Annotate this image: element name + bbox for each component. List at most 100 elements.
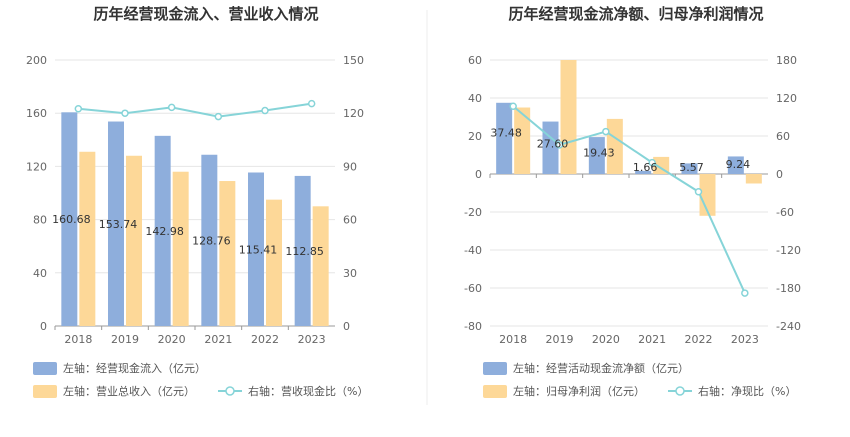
- bar-primary: [635, 170, 652, 174]
- bar-data-label: 160.68: [52, 213, 91, 226]
- bar-secondary: [699, 174, 716, 216]
- ratio-point: [167, 103, 176, 112]
- left-axis-tick: 160: [26, 107, 47, 120]
- x-axis-label: 2018: [64, 333, 92, 346]
- bar-secondary: [172, 171, 189, 326]
- right-axis-tick: 60: [776, 130, 790, 143]
- ratio-point: [121, 109, 129, 117]
- bar-primary: [154, 135, 171, 326]
- right-axis-tick: 0: [343, 320, 350, 333]
- legend-label: 左轴：归母净利润（亿元）: [513, 384, 645, 398]
- bar-secondary: [79, 151, 96, 326]
- ratio-point: [261, 106, 269, 115]
- x-axis-label: 2020: [158, 333, 186, 346]
- chart-panel-2: 历年经营现金流净额、归母净利润情况 -80 -60 -40 -20 0 20 40 60 -240…: [464, 5, 801, 398]
- bar-secondary: [606, 118, 623, 174]
- bar-data-label: 112.85: [285, 245, 324, 258]
- legend-swatch: [33, 385, 57, 398]
- left-axis-tick: -80: [464, 320, 482, 333]
- bar-data-label: 142.98: [145, 225, 184, 238]
- bar-primary: [681, 163, 698, 174]
- x-axis-label: 2021: [204, 333, 232, 346]
- bar-secondary: [514, 107, 531, 174]
- right-axis-tick: 120: [776, 92, 797, 105]
- bar-data-label: 5.57: [679, 161, 704, 174]
- bar-secondary: [126, 155, 142, 326]
- left-axis-tick: 200: [26, 54, 47, 67]
- ratio-line: [512, 105, 746, 294]
- right-axis-tick: 150: [343, 54, 364, 67]
- bar-secondary: [266, 199, 282, 326]
- ratio-point: [555, 141, 564, 149]
- right-axis-tick: 0: [776, 168, 783, 181]
- ratio-point: [307, 99, 316, 108]
- ratio-point: [694, 187, 703, 196]
- left-axis-tick: -20: [464, 206, 482, 219]
- bar-data-label: 1.66: [633, 161, 658, 174]
- bar-primary: [248, 172, 264, 326]
- legend-label: 左轴：经营现金流入（亿元）: [63, 361, 206, 375]
- legend-swatch: [483, 385, 507, 398]
- x-axis-label: 2019: [111, 333, 139, 346]
- ratio-line: [78, 102, 312, 118]
- bar-primary: [727, 156, 744, 174]
- bar-primary: [496, 102, 513, 174]
- legend-point-swatch: [675, 386, 685, 396]
- left-axis-tick: 40: [33, 267, 47, 280]
- bar-data-label: 19.43: [583, 147, 615, 160]
- legend: 左轴：经营现金流入（亿元） 左轴：营业总收入（亿元） 右轴：营收现金比（%）: [33, 361, 368, 398]
- x-axis-label: 2023: [731, 333, 759, 346]
- legend-point-swatch: [225, 386, 235, 396]
- right-axis-tick: -60: [776, 206, 794, 219]
- chart-title: 历年经营现金流净额、归母净利润情况: [508, 5, 763, 23]
- bar-data-label: 37.48: [490, 127, 522, 140]
- bar-data-label: 128.76: [192, 234, 231, 247]
- bar-primary: [294, 175, 311, 326]
- left-axis-tick: 60: [468, 54, 482, 67]
- legend-label: 右轴：净现比（%）: [698, 384, 796, 398]
- left-axis-tick: 0: [40, 320, 47, 333]
- legend-label: 左轴：营业总收入（亿元）: [63, 384, 195, 398]
- bar-primary: [201, 154, 218, 326]
- right-axis-tick: 120: [343, 107, 364, 120]
- left-axis-tick: 80: [33, 214, 47, 227]
- x-axis-label: 2020: [592, 333, 620, 346]
- bar-data-label: 153.74: [99, 218, 138, 231]
- x-axis-label: 2022: [251, 333, 279, 346]
- ratio-point: [509, 102, 517, 110]
- x-axis-label: 2023: [298, 333, 326, 346]
- ratio-point: [214, 112, 223, 121]
- ratio-point: [648, 158, 656, 167]
- ratio-point: [741, 289, 749, 297]
- left-axis-tick: -40: [464, 244, 482, 257]
- x-axis-label: 2018: [499, 333, 527, 346]
- legend: 左轴：经营活动现金流净额（亿元） 左轴：归母净利润（亿元） 右轴：净现比（%）: [483, 361, 796, 398]
- chart-panel-1: 历年经营现金流入、营业收入情况 0 40 80 120 160 200 0 30 60 90 120 1…: [26, 5, 368, 398]
- bar-secondary: [560, 60, 577, 174]
- x-axis-label: 2021: [638, 333, 666, 346]
- x-axis-label: 2019: [546, 333, 574, 346]
- legend-swatch: [483, 362, 507, 375]
- right-axis-tick: 60: [343, 214, 357, 227]
- left-axis-tick: 20: [468, 130, 482, 143]
- right-axis-tick: 90: [343, 160, 357, 173]
- right-axis-tick: -180: [776, 282, 801, 295]
- legend-swatch: [33, 362, 57, 375]
- left-axis-tick: -60: [464, 282, 482, 295]
- bar-primary: [61, 112, 78, 327]
- right-axis-tick: 180: [776, 54, 797, 67]
- bar-secondary: [312, 206, 329, 326]
- left-axis-tick: 0: [475, 168, 482, 181]
- left-axis-tick: 40: [468, 92, 482, 105]
- bar-data-label: 9.24: [726, 158, 751, 171]
- x-axis-label: 2022: [685, 333, 713, 346]
- bar-data-label: 115.41: [239, 243, 278, 256]
- bar-secondary: [219, 181, 236, 326]
- bar-primary: [108, 121, 124, 326]
- ratio-point: [74, 105, 83, 113]
- ratio-point: [602, 127, 610, 136]
- bar-primary: [588, 137, 605, 174]
- legend-label: 左轴：经营活动现金流净额（亿元）: [513, 361, 689, 375]
- chart-title: 历年经营现金流入、营业收入情况: [93, 5, 318, 23]
